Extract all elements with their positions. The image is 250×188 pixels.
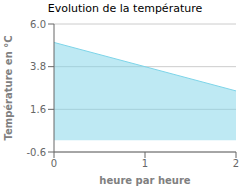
svg-text:1.6: 1.6 <box>30 104 46 115</box>
svg-text:-0.6: -0.6 <box>26 147 46 158</box>
svg-text:0: 0 <box>51 158 57 169</box>
svg-text:3.8: 3.8 <box>30 61 46 72</box>
svg-text:6.0: 6.0 <box>30 19 46 30</box>
svg-text:1: 1 <box>142 158 148 169</box>
svg-text:Température en °C: Température en °C <box>3 35 14 140</box>
svg-text:heure par heure: heure par heure <box>99 175 190 186</box>
html-text:Evolution de la température: Evolution de la température <box>47 2 203 15</box>
svg-text:2: 2 <box>233 158 239 169</box>
